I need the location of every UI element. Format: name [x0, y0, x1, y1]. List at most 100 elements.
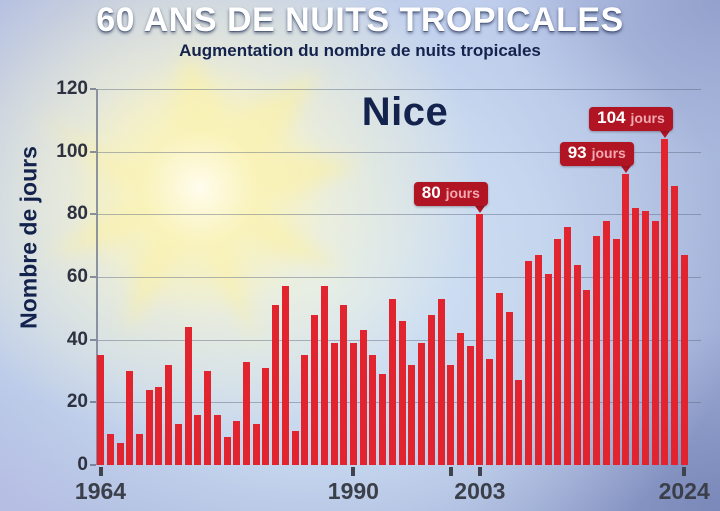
callout-80-jours: 80 jours [413, 182, 488, 207]
page-title: 60 ANS DE NUITS TROPICALES [96, 1, 624, 39]
bar-1983 [281, 286, 289, 465]
y-tick-label-40: 40 [66, 328, 88, 350]
y-tick-mark-80 [90, 213, 96, 216]
callout-unit: jours [445, 185, 480, 202]
x-tick-mark-2000 [448, 467, 453, 476]
city-label: Nice [361, 90, 449, 134]
bar-1997 [418, 342, 425, 465]
bar-1999 [437, 298, 445, 465]
bar-2008 [525, 261, 532, 465]
bar-1982 [272, 305, 280, 465]
bar-2020 [641, 211, 649, 465]
bar-1972 [174, 424, 182, 465]
callout-value: 93 [567, 142, 587, 162]
bar-2000 [447, 364, 455, 465]
bar-2014 [583, 289, 591, 465]
bar-1985 [301, 355, 309, 465]
x-tick-label-1964: 1964 [74, 478, 127, 504]
bar-1970 [155, 386, 163, 465]
bar-2006 [505, 311, 513, 465]
bar-1988 [330, 342, 338, 465]
bar-1977 [223, 436, 231, 465]
y-tick-label-60: 60 [66, 266, 88, 287]
bar-1995 [398, 320, 406, 465]
bar-1971 [165, 364, 173, 465]
bar-1990 [349, 342, 357, 465]
callout-unit: jours [630, 110, 665, 127]
bar-1989 [340, 305, 348, 465]
x-tick-mark-2024 [682, 467, 687, 476]
bar-1986 [311, 314, 318, 465]
y-tick-label-20: 20 [66, 391, 88, 413]
bar-1993 [379, 374, 387, 465]
callout-pointer-93 [618, 162, 633, 173]
bar-2002 [466, 345, 474, 465]
bar-1967 [126, 371, 134, 465]
bar-1979 [242, 361, 250, 465]
bar-2015 [593, 236, 601, 465]
bar-1974 [194, 414, 202, 465]
gridline-60 [97, 277, 701, 278]
bar-1964 [97, 355, 104, 465]
bar-1966 [116, 443, 124, 465]
bar-2007 [515, 380, 523, 465]
callout-pointer-104 [657, 128, 672, 139]
bar-2003 [476, 214, 484, 465]
callout-value: 80 [421, 183, 441, 203]
y-tick-label-0: 0 [77, 454, 88, 475]
bar-1968 [135, 433, 143, 465]
callout-pointer-80 [472, 203, 487, 214]
bar-2005 [495, 292, 503, 465]
bar-1975 [204, 371, 211, 465]
bar-1978 [233, 421, 241, 465]
y-axis-line [96, 89, 98, 465]
bar-1976 [213, 414, 221, 465]
y-tick-mark-40 [90, 338, 96, 341]
bar-2010 [544, 273, 552, 465]
x-tick-mark-1964 [98, 467, 103, 476]
y-tick-mark-0 [90, 464, 96, 466]
bar-2024 [680, 255, 688, 465]
bar-2021 [651, 220, 659, 465]
bar-1991 [359, 330, 367, 465]
bar-1965 [106, 433, 114, 465]
x-tick-label-1990: 1990 [327, 478, 379, 504]
bar-1969 [145, 389, 153, 465]
gridline-120 [97, 89, 701, 90]
bar-1994 [388, 298, 396, 465]
callout-93-jours: 93 jours [559, 141, 634, 166]
y-tick-mark-20 [90, 401, 96, 404]
y-axis-title: Nombre de jours [15, 146, 42, 329]
bar-1981 [262, 367, 270, 465]
bar-1987 [320, 286, 328, 465]
bar-2023 [671, 186, 678, 465]
bar-2009 [534, 255, 542, 465]
bar-2016 [602, 220, 610, 465]
bar-1996 [408, 364, 416, 465]
y-tick-label-100: 100 [56, 140, 88, 162]
bar-1998 [427, 314, 435, 465]
bar-1992 [369, 355, 377, 465]
bar-2022 [661, 139, 669, 465]
page-subtitle: Augmentation du nombre de nuits tropical… [179, 41, 541, 60]
bar-2001 [456, 333, 464, 465]
y-tick-mark-120 [90, 88, 96, 90]
bar-2012 [564, 226, 571, 465]
bar-1973 [184, 327, 192, 465]
x-tick-mark-1990 [351, 467, 356, 476]
bar-2004 [486, 358, 494, 465]
x-tick-mark-2003 [477, 467, 482, 476]
bar-1984 [291, 430, 299, 465]
bar-2018 [622, 173, 630, 465]
gridline-80 [97, 214, 701, 216]
y-tick-mark-100 [90, 150, 96, 153]
y-tick-label-120: 120 [56, 78, 88, 99]
bar-2017 [612, 239, 620, 465]
callout-104-jours: 104 jours [589, 107, 673, 132]
callout-unit: jours [591, 144, 626, 161]
bar-2019 [632, 208, 640, 465]
bar-2013 [573, 264, 581, 465]
x-tick-label-2003: 2003 [454, 478, 506, 504]
x-tick-label-2024: 2024 [658, 478, 710, 504]
